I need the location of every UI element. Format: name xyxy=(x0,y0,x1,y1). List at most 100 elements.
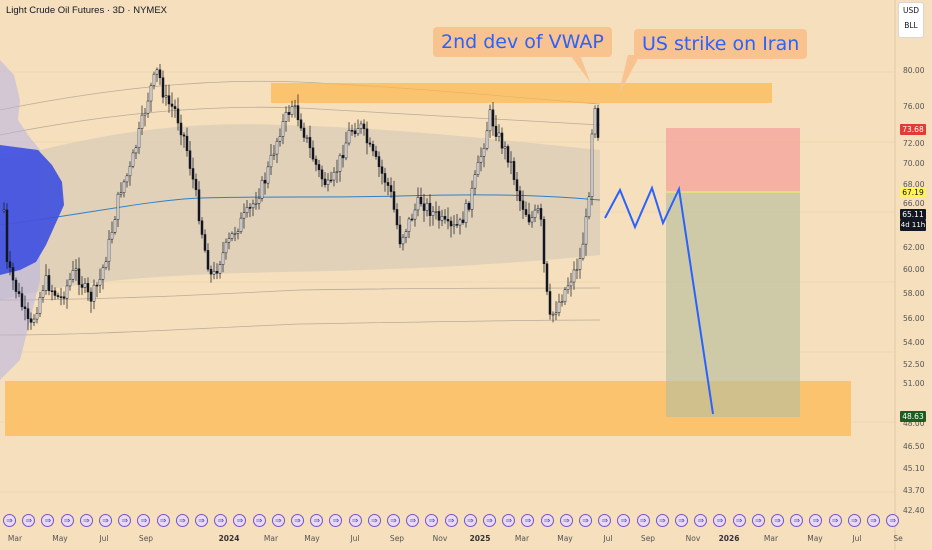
time-tick: Jul xyxy=(852,534,862,543)
news-event-icon[interactable]: ⇒ xyxy=(732,514,746,527)
news-event-icon[interactable]: ⇒ xyxy=(233,514,247,527)
news-event-icon[interactable]: ⇒ xyxy=(655,514,669,527)
price-tick: 43.70 xyxy=(903,486,925,495)
news-event-icon[interactable]: ⇒ xyxy=(252,514,266,527)
candle-body xyxy=(143,113,147,116)
candle-body xyxy=(569,281,573,287)
strike-callout[interactable]: US strike on Iran xyxy=(634,29,808,59)
news-event-icon[interactable]: ⇒ xyxy=(694,514,708,527)
candle-body xyxy=(374,150,378,157)
price-tick: 66.00 xyxy=(903,199,925,208)
news-event-icon[interactable]: ⇒ xyxy=(310,514,324,527)
countdown-label: 4d 11h xyxy=(900,220,926,231)
candle-body xyxy=(119,192,123,195)
resistance-zone xyxy=(271,83,772,103)
news-event-icon[interactable]: ⇒ xyxy=(444,514,458,527)
news-event-icon[interactable]: ⇒ xyxy=(41,514,55,527)
news-event-icon[interactable]: ⇒ xyxy=(483,514,496,527)
candle-body xyxy=(230,233,234,239)
news-event-icon[interactable]: ⇒ xyxy=(348,514,362,527)
candle-body xyxy=(377,156,381,168)
candle-body xyxy=(395,209,399,226)
news-event-icon[interactable]: ⇒ xyxy=(99,514,112,527)
news-event-icon[interactable]: ⇒ xyxy=(713,514,727,527)
news-event-icon[interactable]: ⇒ xyxy=(195,514,208,527)
news-event-icon[interactable]: ⇒ xyxy=(406,514,420,527)
currency-selector[interactable]: USD BLL xyxy=(898,2,924,38)
candle-body xyxy=(485,130,489,149)
time-tick: 2024 xyxy=(218,534,240,543)
news-event-icon[interactable]: ⇒ xyxy=(540,514,554,527)
candle-body xyxy=(500,132,504,149)
news-event-icon[interactable]: ⇒ xyxy=(502,514,516,527)
news-event-icon[interactable]: ⇒ xyxy=(463,514,477,527)
candle-body xyxy=(254,203,258,205)
candle-body xyxy=(176,108,180,124)
candle-body xyxy=(227,238,231,243)
news-event-icon[interactable]: ⇒ xyxy=(790,514,804,527)
news-event-icon[interactable]: ⇒ xyxy=(828,514,842,527)
candle-body xyxy=(284,111,288,122)
price-tick: 58.00 xyxy=(903,289,925,298)
candle-body xyxy=(8,261,12,268)
candle-body xyxy=(329,179,333,182)
candle-body xyxy=(20,293,24,308)
candle-body xyxy=(236,231,240,234)
candle-body xyxy=(263,179,267,184)
candle-body xyxy=(497,132,501,137)
news-event-icon[interactable]: ⇒ xyxy=(579,514,592,527)
candle-body xyxy=(347,130,351,144)
news-event-icon[interactable]: ⇒ xyxy=(175,514,189,527)
candle-body xyxy=(581,243,585,259)
candle-body xyxy=(434,211,438,213)
candle-body xyxy=(290,106,294,115)
news-event-icon[interactable]: ⇒ xyxy=(22,514,36,527)
candle-body xyxy=(278,136,282,142)
candle-body xyxy=(98,279,102,286)
candle-body xyxy=(44,275,48,291)
news-event-icon[interactable]: ⇒ xyxy=(425,514,439,527)
news-event-icon[interactable]: ⇒ xyxy=(3,514,16,527)
news-event-icon[interactable]: ⇒ xyxy=(79,514,93,527)
time-tick: Jul xyxy=(603,534,613,543)
news-event-icon[interactable]: ⇒ xyxy=(675,514,688,527)
candle-body xyxy=(431,211,435,216)
candle-body xyxy=(587,196,591,218)
news-event-icon[interactable]: ⇒ xyxy=(329,514,343,527)
news-event-icon[interactable]: ⇒ xyxy=(636,514,650,527)
news-event-icon[interactable]: ⇒ xyxy=(771,514,784,527)
news-event-icon[interactable]: ⇒ xyxy=(809,514,823,527)
candle-body xyxy=(212,271,216,275)
candle-body xyxy=(365,128,369,144)
news-event-icon[interactable]: ⇒ xyxy=(617,514,631,527)
news-event-icon[interactable]: ⇒ xyxy=(367,514,381,527)
candle-body xyxy=(266,166,270,184)
news-event-icon[interactable]: ⇒ xyxy=(137,514,151,527)
candle-body xyxy=(392,191,396,210)
candle-body xyxy=(332,171,336,181)
news-event-icon[interactable]: ⇒ xyxy=(387,514,400,527)
news-event-icon[interactable]: ⇒ xyxy=(214,514,228,527)
candle-body xyxy=(80,284,84,288)
news-event-icon[interactable]: ⇒ xyxy=(867,514,880,527)
news-event-icon[interactable]: ⇒ xyxy=(271,514,285,527)
candle-body xyxy=(233,233,237,235)
candle-body xyxy=(380,166,384,174)
news-event-icon[interactable]: ⇒ xyxy=(559,514,573,527)
time-tick: Mar xyxy=(514,534,530,543)
vwap-callout[interactable]: 2nd dev of VWAP xyxy=(433,27,612,57)
news-event-icon[interactable]: ⇒ xyxy=(156,514,170,527)
news-event-icon[interactable]: ⇒ xyxy=(751,514,765,527)
candle-body xyxy=(524,209,528,215)
entry-price-label: 67.19 xyxy=(900,187,926,198)
news-event-icon[interactable]: ⇒ xyxy=(291,514,304,527)
news-event-icon[interactable]: ⇒ xyxy=(60,514,74,527)
news-event-icon[interactable]: ⇒ xyxy=(847,514,861,527)
news-event-icon[interactable]: ⇒ xyxy=(886,514,900,527)
candle-body xyxy=(29,318,33,323)
news-event-icon[interactable]: ⇒ xyxy=(598,514,612,527)
candle-body xyxy=(164,95,168,98)
news-event-icon[interactable]: ⇒ xyxy=(118,514,132,527)
news-event-icon[interactable]: ⇒ xyxy=(521,514,535,527)
